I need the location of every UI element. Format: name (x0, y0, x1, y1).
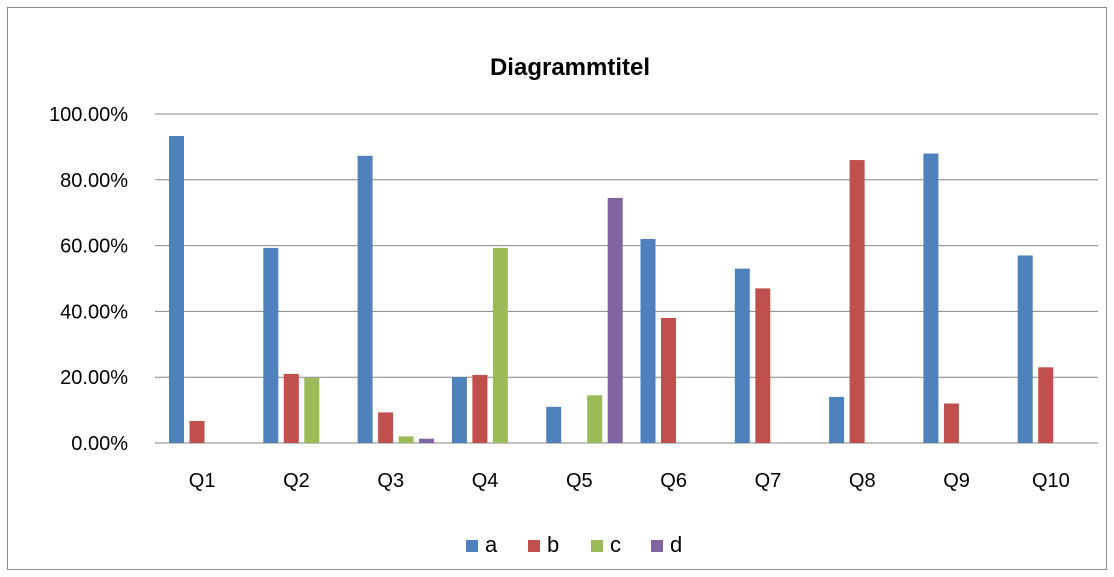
bar-d-q5 (607, 197, 623, 443)
bar-a-q4 (451, 377, 467, 443)
bar-b-q2 (283, 373, 299, 443)
x-tick-label: Q1 (189, 470, 216, 492)
legend-swatch-a (466, 540, 478, 552)
x-tick-label: Q3 (377, 470, 404, 492)
legend-swatch-b (528, 540, 540, 552)
gridlines (155, 113, 1098, 444)
legend: a b c d (466, 532, 682, 557)
bar-b-q8 (849, 160, 865, 443)
legend-swatch-c (591, 540, 603, 552)
chart-title: Diagrammtitel (490, 54, 650, 81)
bar-a-q9 (923, 153, 939, 444)
legend-label-c: c (610, 532, 621, 557)
legend-label-b: b (547, 532, 559, 557)
bar-a-q2 (263, 247, 279, 443)
y-tick-label: 100.00% (49, 104, 128, 126)
x-tick-label: Q6 (660, 470, 687, 492)
bar-c-q3 (398, 436, 414, 443)
legend-label-d: d (670, 532, 682, 557)
bar-b-q3 (378, 412, 394, 443)
x-tick-label: Q4 (472, 470, 499, 492)
y-axis-ticks: 0.00% 20.00% 40.00% 60.00% 80.00% 100.00% (49, 104, 128, 455)
y-tick-label: 60.00% (60, 236, 128, 258)
bar-b-q10 (1038, 367, 1054, 443)
bar-c-q4 (492, 247, 508, 443)
bars (169, 136, 1054, 444)
bar-c-q5 (587, 395, 603, 443)
bar-chart: Diagrammtitel 0.00% 20.00% 40.00% 60.00% 80.… (49, 54, 1098, 557)
legend-label-a: a (485, 532, 498, 557)
bar-a-q1 (169, 136, 184, 443)
y-tick-label: 80.00% (60, 170, 128, 192)
x-axis-ticks: Q1 Q2 Q3 Q4 Q5 Q6 Q7 Q8 Q9 Q10 (189, 470, 1070, 492)
x-tick-label: Q7 (755, 470, 782, 492)
bar-a-q6 (640, 239, 656, 443)
x-tick-label: Q5 (566, 470, 593, 492)
y-tick-label: 20.00% (60, 367, 128, 389)
chart-area: Diagrammtitel 0.00% 20.00% 40.00% 60.00% 80.… (7, 7, 1107, 570)
bar-b-q7 (755, 288, 771, 443)
bar-b-q6 (661, 317, 676, 443)
y-tick-label: 0.00% (71, 433, 128, 455)
bar-a-q5 (546, 406, 562, 443)
bar-c-q2 (304, 377, 320, 443)
bar-a-q8 (829, 396, 845, 443)
bar-a-q10 (1017, 255, 1033, 443)
x-tick-label: Q8 (849, 470, 876, 492)
x-tick-label: Q9 (943, 470, 970, 492)
y-tick-label: 40.00% (60, 301, 128, 323)
bar-a-q7 (734, 268, 750, 443)
bar-a-q3 (357, 155, 373, 443)
bar-b-q1 (189, 420, 205, 443)
x-tick-label: Q10 (1032, 470, 1070, 492)
bar-d-q3 (419, 438, 435, 443)
bar-b-q9 (943, 403, 959, 443)
legend-swatch-d (651, 540, 663, 552)
x-tick-label: Q2 (283, 470, 310, 492)
bar-b-q4 (472, 374, 488, 443)
